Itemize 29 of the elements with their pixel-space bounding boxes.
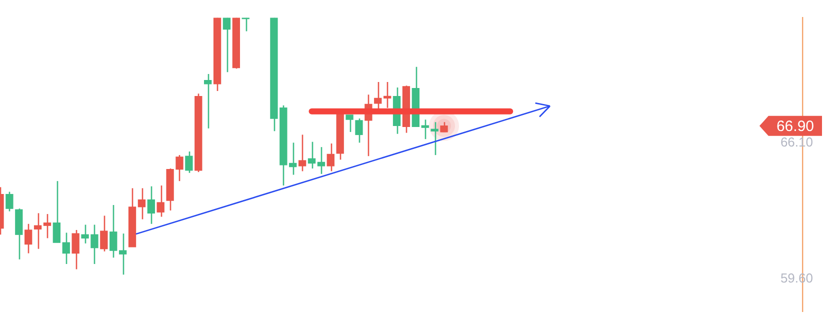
candlestick	[100, 215, 108, 252]
candlestick	[440, 121, 448, 133]
candlestick	[62, 232, 70, 265]
candlestick	[298, 134, 306, 172]
candlestick	[147, 186, 155, 225]
candlestick	[72, 229, 80, 270]
annotation: 66.90	[776, 118, 814, 136]
candlestick	[222, 18, 231, 73]
candlestick	[185, 150, 193, 174]
candlestick	[24, 223, 32, 254]
candlestick	[204, 73, 212, 130]
candlestick	[138, 188, 146, 220]
candlestick	[289, 142, 297, 176]
candlestick	[355, 118, 363, 144]
candlestick	[43, 213, 52, 239]
candlestick	[317, 146, 326, 175]
candlestick	[110, 204, 118, 258]
candlestick	[52, 180, 61, 244]
candlestick	[118, 232, 127, 276]
candlestick	[6, 191, 14, 212]
candlestick	[374, 81, 382, 110]
candlestick	[308, 141, 316, 170]
candlestick	[384, 81, 392, 108]
candlestick	[326, 142, 334, 172]
candlestick	[346, 114, 354, 133]
candlestick	[421, 118, 429, 140]
candlestick	[156, 184, 164, 218]
candlestick	[430, 121, 438, 156]
candlestick	[34, 212, 42, 250]
